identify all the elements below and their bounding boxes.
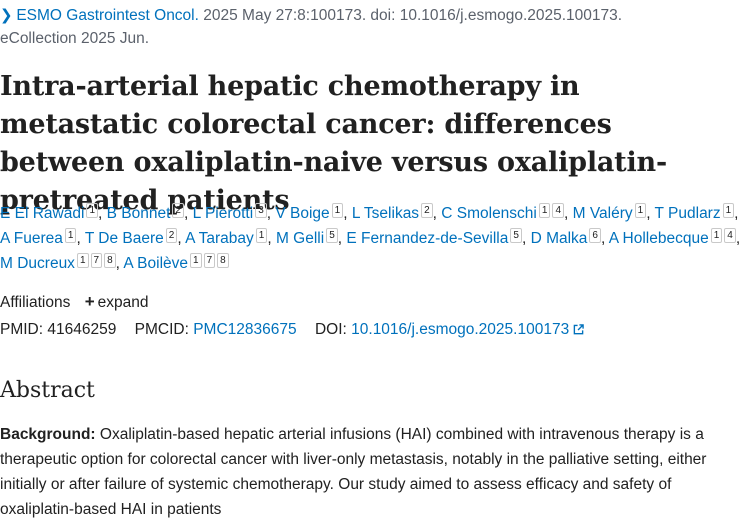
abstract-heading: Abstract	[0, 378, 95, 403]
ecollection-text: eCollection 2025 Jun.	[0, 30, 150, 47]
affiliation-badge[interactable]: 6	[589, 228, 601, 243]
author-link[interactable]: A Hollebecque	[608, 230, 709, 247]
identifiers-row: PMID: 41646259 PMCID: PMC12836675 DOI: 1…	[0, 319, 584, 341]
background-text: Oxaliplatin-based hepatic arterial infus…	[0, 426, 707, 518]
author-link[interactable]: M Ducreux	[0, 255, 75, 272]
affiliation-badge[interactable]: 1	[190, 253, 202, 268]
article-title: Intra-arterial hepatic chemotherapy in m…	[0, 71, 667, 216]
pmid-label: PMID:	[0, 321, 44, 338]
author-link[interactable]: E El Rawadi	[0, 205, 85, 222]
doi-link[interactable]: 10.1016/j.esmogo.2025.100173	[351, 321, 584, 338]
citation-details: 2025 May 27:8:100173. doi: 10.1016/j.esm…	[203, 7, 623, 24]
author-separator: ,	[76, 230, 85, 247]
abstract-background: Background: Oxaliplatin-based hepatic ar…	[0, 422, 745, 522]
author-link[interactable]: L Tselikas	[351, 205, 420, 222]
author-separator: ,	[266, 205, 276, 222]
affiliations-label: Affiliations	[0, 294, 71, 311]
author-link[interactable]: E Fernandez-de-Sevilla	[346, 230, 509, 247]
chevron-right-icon[interactable]: ❯	[0, 7, 13, 24]
citation-line: ❯ ESMO Gastrointest Oncol. 2025 May 27:8…	[0, 4, 745, 50]
author-separator: ,	[177, 230, 186, 247]
author-separator: ,	[337, 230, 347, 247]
plus-icon[interactable]: +	[84, 292, 95, 311]
author-separator: ,	[98, 205, 107, 222]
author-link[interactable]: A Fuerea	[0, 230, 63, 247]
author-separator: ,	[343, 205, 352, 222]
affiliation-badge[interactable]: 1	[331, 203, 344, 218]
author-link[interactable]: V Boige	[275, 205, 330, 222]
affiliation-badge[interactable]: 2	[421, 203, 433, 218]
author-link[interactable]: T Pudlarz	[654, 205, 721, 222]
affiliation-badge[interactable]: 3	[255, 203, 267, 218]
author-separator: ,	[734, 205, 739, 222]
author-link[interactable]: A Tarabay	[185, 230, 254, 247]
author-link[interactable]: D Malka	[530, 230, 588, 247]
author-separator: ,	[735, 230, 741, 247]
expand-affiliations-button[interactable]: expand	[97, 294, 149, 311]
affiliation-badge[interactable]: 1	[86, 203, 98, 218]
affiliation-badge[interactable]: 1	[538, 203, 551, 218]
affiliations-row: Affiliations + expand	[0, 291, 148, 314]
affiliation-badge[interactable]: 7	[203, 253, 216, 268]
author-separator: ,	[564, 205, 573, 222]
external-link-icon[interactable]	[573, 324, 584, 335]
affiliation-badge[interactable]: 1	[634, 203, 647, 218]
author-link[interactable]: M Valéry	[572, 205, 633, 222]
doi-label: DOI:	[314, 321, 347, 338]
affiliation-badge[interactable]: 1	[710, 228, 723, 243]
affiliation-badge[interactable]: 8	[104, 253, 116, 268]
author-list: E El Rawadi 1, B Bonnet 2, L Pierotti 3, V …	[0, 201, 745, 276]
affiliation-badge[interactable]: 2	[172, 203, 184, 218]
author-separator: ,	[600, 230, 609, 247]
background-label: Background:	[0, 426, 96, 443]
author-link[interactable]: T De Baere	[84, 230, 164, 247]
affiliation-badge[interactable]: 1	[64, 228, 77, 243]
pmcid-label: PMCID:	[134, 321, 189, 338]
author-link[interactable]: B Bonnet	[106, 205, 171, 222]
author-link[interactable]: A Boilève	[123, 255, 189, 272]
doi-value[interactable]: 10.1016/j.esmogo.2025.100173	[351, 321, 570, 338]
author-separator: ,	[646, 205, 655, 222]
author-link[interactable]: M Gelli	[275, 230, 325, 247]
journal-link[interactable]: ESMO Gastrointest Oncol.	[16, 7, 199, 24]
author-separator: ,	[521, 230, 531, 247]
author-link[interactable]: C Smolenschi	[441, 205, 537, 222]
affiliation-badge[interactable]: 4	[552, 203, 564, 218]
author-link[interactable]: L Pierotti	[192, 205, 254, 222]
affiliation-badge[interactable]: 1	[722, 203, 735, 218]
affiliation-badge[interactable]: 2	[165, 228, 178, 243]
author-separator: ,	[183, 205, 193, 222]
affiliation-badge[interactable]: 4	[724, 228, 736, 243]
pmcid-link[interactable]: PMC12836675	[193, 321, 297, 338]
affiliation-badge[interactable]: 8	[217, 253, 229, 268]
author-separator: ,	[115, 255, 124, 272]
author-separator: ,	[267, 230, 276, 247]
author-separator: ,	[432, 205, 442, 222]
affiliation-badge[interactable]: 1	[76, 253, 89, 268]
affiliation-badge[interactable]: 5	[510, 228, 522, 243]
affiliation-badge[interactable]: 5	[326, 228, 338, 243]
affiliation-badge[interactable]: 1	[255, 228, 268, 243]
pmid-value: 41646259	[47, 321, 117, 338]
affiliation-badge[interactable]: 7	[90, 253, 103, 268]
